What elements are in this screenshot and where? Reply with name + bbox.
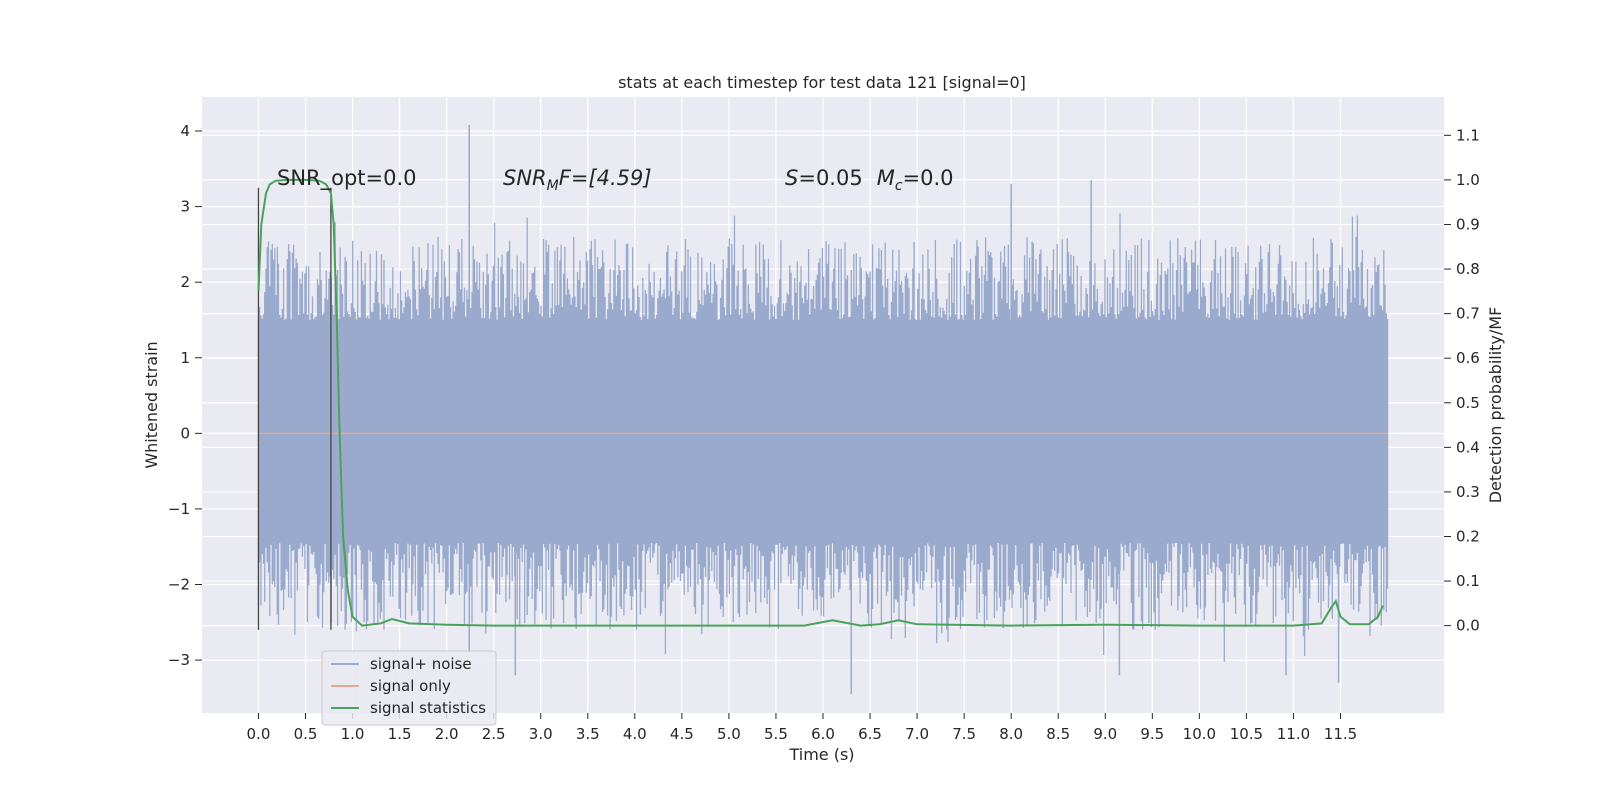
y-left-tick-label: 1 (180, 349, 190, 367)
y-left-tick-label: −2 (168, 576, 190, 594)
y-left-tick-label: −3 (168, 651, 190, 669)
snr-mf-annotation: SNRMF=[4.59] (503, 166, 652, 194)
x-tick-label: 11.0 (1277, 725, 1310, 743)
legend-box (321, 650, 497, 726)
y-right-tick-label: 0.1 (1456, 572, 1480, 590)
x-tick-label: 11.5 (1324, 725, 1357, 743)
x-tick-label: 9.0 (1093, 725, 1117, 743)
y-right-tick-label: 0.0 (1456, 617, 1480, 635)
x-axis-label: Time (s) (788, 745, 854, 764)
y-right-tick-label: 0.3 (1456, 483, 1480, 501)
x-tick-label: 7.0 (905, 725, 929, 743)
chart-title: stats at each timestep for test data 121… (618, 73, 1026, 92)
x-tick-label: 0.0 (247, 725, 271, 743)
x-tick-label: 8.0 (999, 725, 1023, 743)
x-tick-label: 1.0 (341, 725, 365, 743)
legend-label-signal-statistics: signal statistics (370, 699, 486, 717)
x-tick-label: 3.0 (529, 725, 553, 743)
y-left-tick-label: 4 (180, 122, 190, 140)
x-tick-label: 10.5 (1230, 725, 1263, 743)
y-left-tick-label: 3 (180, 198, 190, 216)
x-tick-label: 1.5 (388, 725, 412, 743)
legend-label-signal-only: signal only (370, 677, 451, 695)
marker-lines (257, 187, 332, 630)
x-tick-label: 6.5 (858, 725, 882, 743)
y-left-tick-label: 0 (180, 424, 190, 442)
x-tick-label: 4.0 (623, 725, 647, 743)
x-tick-label: 8.5 (1046, 725, 1070, 743)
y-right-tick-label: 1.0 (1456, 171, 1480, 189)
signal-noise-series (257, 124, 1389, 695)
y-right-tick-label: 0.5 (1456, 394, 1480, 412)
x-axis: 0.0 0.5 1.0 1.5 2.0 2.5 3.0 3.5 4.0 4.5 5.0 5.5 6.0 6… (247, 713, 1357, 743)
s-mc-annotation: S=0.05 Mc=0.0 (785, 166, 954, 194)
y-right-tick-label: 0.2 (1456, 527, 1480, 545)
x-tick-label: 5.5 (764, 725, 788, 743)
y-axis-right: 0.0 0.1 0.2 0.3 0.4 0.5 0.6 0.7 0.8 0.9 1.0 1.1 (1444, 126, 1480, 635)
x-tick-label: 4.5 (670, 725, 694, 743)
x-tick-label: 0.5 (294, 725, 318, 743)
y-left-tick-label: 2 (180, 273, 190, 291)
x-tick-label: 2.5 (482, 725, 506, 743)
x-tick-label: 5.0 (717, 725, 741, 743)
legend: signal+ noise signal only signal statist… (321, 650, 497, 726)
y-axis-left-label: Whitened strain (142, 341, 161, 468)
x-tick-label: 3.5 (576, 725, 600, 743)
x-tick-label: 10.0 (1183, 725, 1216, 743)
x-tick-label: 7.5 (952, 725, 976, 743)
y-right-tick-label: 0.8 (1456, 260, 1480, 278)
signal-statistics-series (257, 178, 1384, 627)
signal-statistics-line (257, 178, 1384, 627)
x-tick-label: 9.5 (1140, 725, 1164, 743)
x-tick-label: 2.0 (435, 725, 459, 743)
x-tick-label: 6.0 (811, 725, 835, 743)
y-right-tick-label: 0.4 (1456, 438, 1480, 456)
legend-label-signal-noise: signal+ noise (370, 655, 472, 673)
y-right-tick-label: 1.1 (1456, 126, 1480, 144)
y-right-tick-label: 0.7 (1456, 305, 1480, 323)
y-right-tick-label: 0.6 (1456, 349, 1480, 367)
y-axis-right-label: Detection probability/MF (1486, 307, 1505, 504)
y-axis-left: −3 −2 −1 0 1 2 3 4 (168, 122, 202, 669)
y-right-tick-label: 0.9 (1456, 215, 1480, 233)
y-left-tick-label: −1 (168, 500, 190, 518)
snr-opt-annotation: SNR_opt=0.0 (277, 166, 417, 191)
